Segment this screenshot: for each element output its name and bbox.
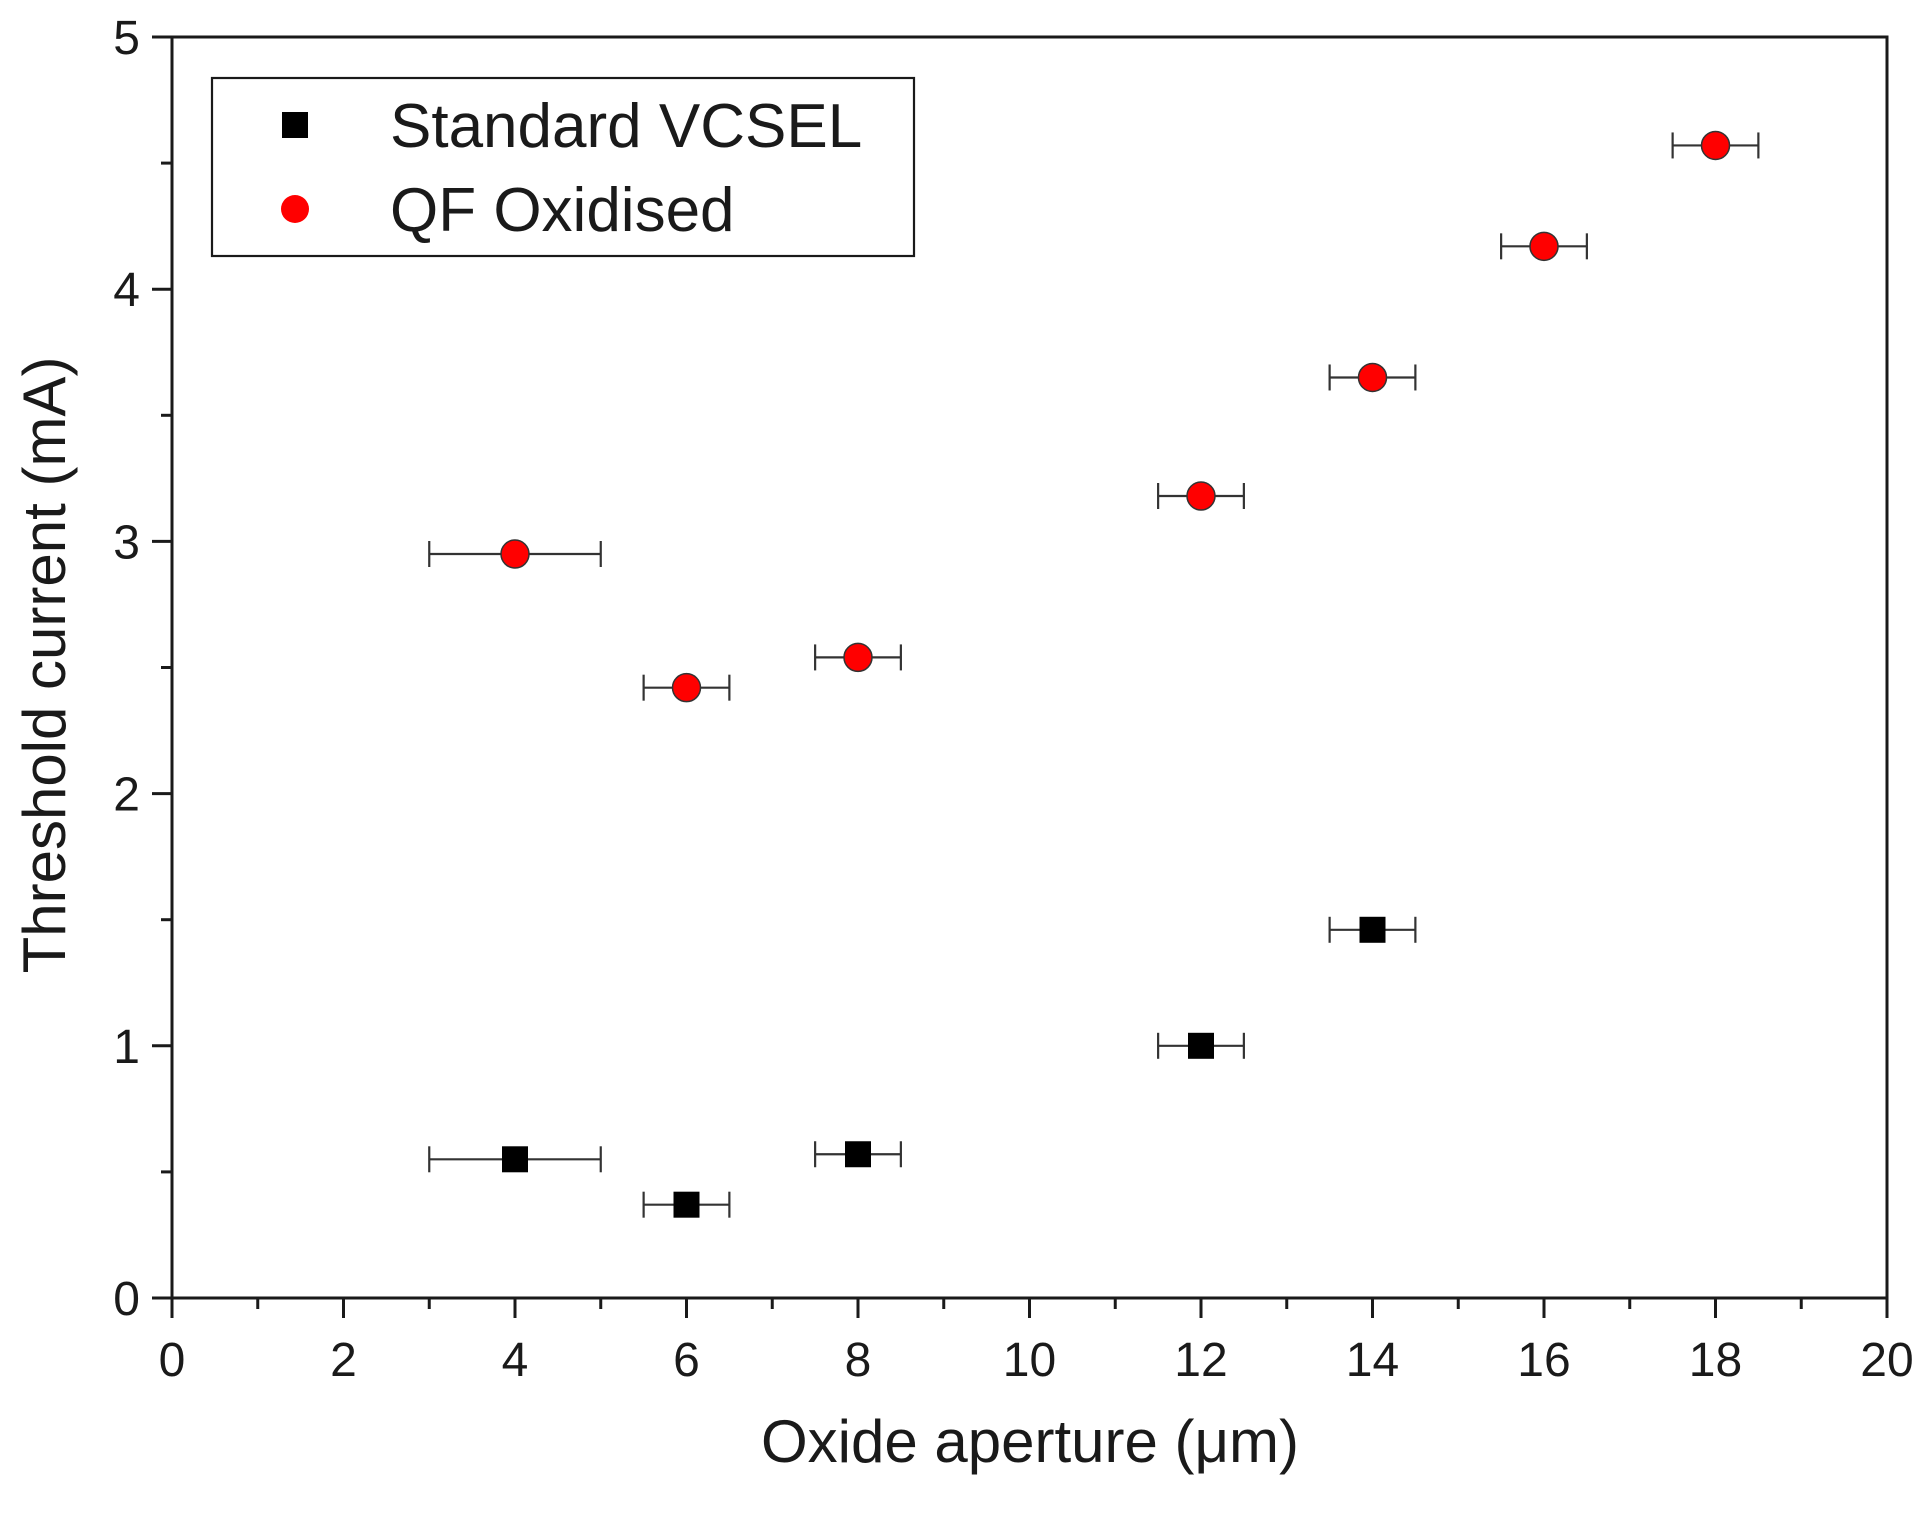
y-tick-label: 2 xyxy=(113,769,140,822)
x-tick-label: 14 xyxy=(1346,1334,1399,1387)
y-tick-label: 4 xyxy=(113,264,140,317)
y-axis-title: Threshold current (mA) xyxy=(11,357,78,974)
y-tick-label: 5 xyxy=(113,12,140,65)
legend-label: QF Oxidised xyxy=(390,176,735,245)
data-point xyxy=(502,1146,528,1173)
x-tick-label: 6 xyxy=(673,1334,700,1387)
x-axis: 0 2 4 6 8 10 12 14 16 18 20 xyxy=(159,1298,1914,1387)
x-tick-label: 18 xyxy=(1689,1334,1742,1387)
legend-marker-square xyxy=(282,112,308,138)
data-point xyxy=(1359,916,1386,943)
legend: Standard VCSEL QF Oxidised xyxy=(210,76,916,258)
data-point xyxy=(671,672,702,703)
data-point xyxy=(1700,130,1731,161)
x-tick-label: 2 xyxy=(330,1334,357,1387)
x-tick-label: 4 xyxy=(502,1334,529,1387)
data-point xyxy=(673,1191,700,1218)
x-tick-label: 16 xyxy=(1517,1334,1570,1387)
data-series xyxy=(428,130,1760,1218)
x-tick-label: 12 xyxy=(1174,1334,1227,1387)
data-point xyxy=(1188,1032,1214,1059)
series-standard-vcsel xyxy=(428,916,1417,1218)
y-tick-label: 1 xyxy=(113,1021,140,1074)
data-point xyxy=(1529,231,1559,262)
series-qf-oxidised xyxy=(428,130,1760,703)
x-tick-label: 10 xyxy=(1003,1334,1056,1387)
x-tick-label: 8 xyxy=(845,1334,872,1387)
data-point xyxy=(843,642,873,673)
y-axis: 0 1 2 3 4 5 xyxy=(113,12,172,1326)
x-axis-title: Oxide aperture (μm) xyxy=(761,1408,1299,1475)
x-tick-label: 0 xyxy=(159,1334,186,1387)
data-point xyxy=(500,539,530,569)
legend-marker-circle xyxy=(281,195,309,223)
data-point xyxy=(1186,481,1216,511)
legend-label: Standard VCSEL xyxy=(390,92,862,161)
y-tick-label: 0 xyxy=(113,1273,140,1326)
data-point xyxy=(845,1141,871,1168)
y-tick-label: 3 xyxy=(113,516,140,569)
legend-box xyxy=(210,76,916,258)
x-tick-label: 20 xyxy=(1860,1334,1913,1387)
data-point xyxy=(1357,362,1388,393)
